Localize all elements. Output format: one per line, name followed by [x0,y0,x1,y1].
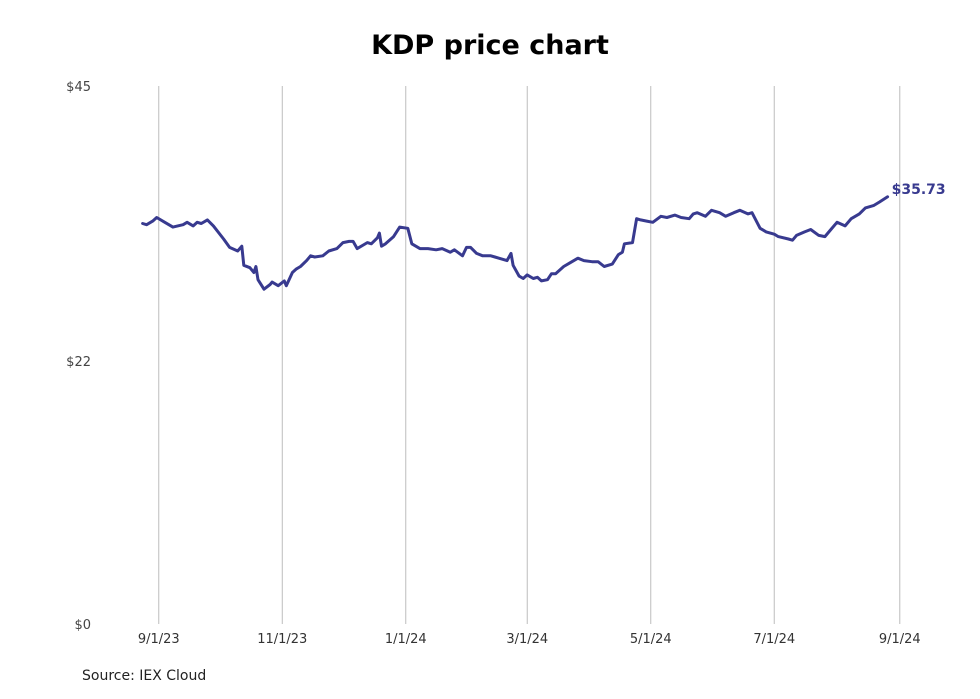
x-tick-label: 11/1/23 [257,632,307,647]
y-tick-label: $22 [66,355,91,370]
y-tick-label: $45 [66,80,91,95]
source-note: Source: IEX Cloud [82,668,207,684]
x-tick-label: 3/1/24 [506,632,548,647]
x-tick-label: 1/1/24 [385,632,427,647]
x-tick-label: 9/1/23 [138,632,180,647]
x-tick-label: 7/1/24 [753,632,795,647]
grid-lines [158,86,901,624]
last-price-label: $35.73 [892,182,946,198]
series-layer: $35.73 [141,182,946,291]
y-axis: $0 $22 $45 [66,80,91,633]
x-axis: 9/1/23 11/1/23 1/1/24 3/1/24 5/1/24 7/1/24 9/1… [138,632,921,647]
x-tick-label: 9/1/24 [879,632,921,647]
chart-title: KDP price chart [371,30,609,61]
x-tick-label: 5/1/24 [630,632,672,647]
price-line [141,195,890,291]
y-tick-label: $0 [74,618,91,633]
